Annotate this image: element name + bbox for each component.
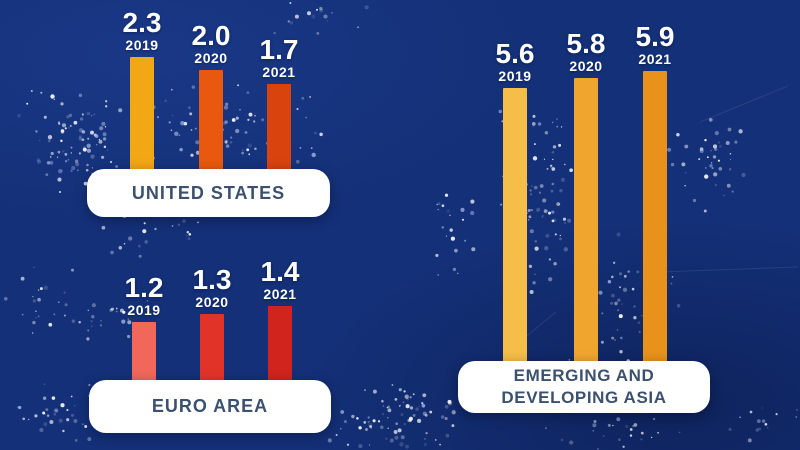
value-label: 5.6 [495,38,535,70]
year-label: 2020 [569,58,603,75]
value-label: 1.3 [192,264,232,296]
year-label: 2021 [263,286,297,303]
bar-annotation-emerging-developing-asia-2020: 5.8 2020 [526,29,646,75]
bar-emerging-developing-asia-2021 [643,71,667,376]
year-label: 2019 [125,37,159,54]
value-label: 2.0 [191,20,231,52]
bar-annotation-united-states-2020: 2.0 2020 [151,21,271,67]
value-label: 1.2 [124,272,164,304]
year-label: 2021 [638,51,672,68]
bar-annotation-united-states-2019: 2.3 2019 [82,8,202,54]
group-label-text: EMERGING AND DEVELOPING ASIA [501,365,667,407]
group-label-box-emerging-developing-asia: EMERGING AND DEVELOPING ASIA [458,361,710,413]
bar-annotation-emerging-developing-asia-2021: 5.9 2021 [595,22,715,68]
bar-united-states-2020 [199,70,223,186]
value-label: 1.4 [260,256,300,288]
year-label: 2019 [498,68,532,85]
bar-annotation-euro-area-2020: 1.3 2020 [152,265,272,311]
group-label-box-euro-area: EURO AREA [89,380,331,433]
year-label: 2020 [194,50,228,67]
bar-united-states-2019 [130,57,154,186]
bar-annotation-euro-area-2021: 1.4 2021 [220,257,340,303]
year-label: 2020 [195,294,229,311]
value-label: 5.8 [566,28,606,60]
bar-annotation-united-states-2021: 1.7 2021 [219,35,339,81]
bar-annotation-emerging-developing-asia-2019: 5.6 2019 [455,39,575,85]
bar-emerging-developing-asia-2020 [574,78,598,376]
bar-emerging-developing-asia-2019 [503,88,527,376]
year-label: 2019 [127,302,161,319]
value-label: 2.3 [122,7,162,39]
group-label-box-united-states: UNITED STATES [87,169,330,217]
year-label: 2021 [262,64,296,81]
group-label-text: UNITED STATES [131,182,286,203]
group-label-text: EURO AREA [151,396,269,416]
value-label: 5.9 [635,21,675,53]
bar-annotation-euro-area-2019: 1.2 2019 [84,273,204,319]
value-label: 1.7 [259,34,299,66]
